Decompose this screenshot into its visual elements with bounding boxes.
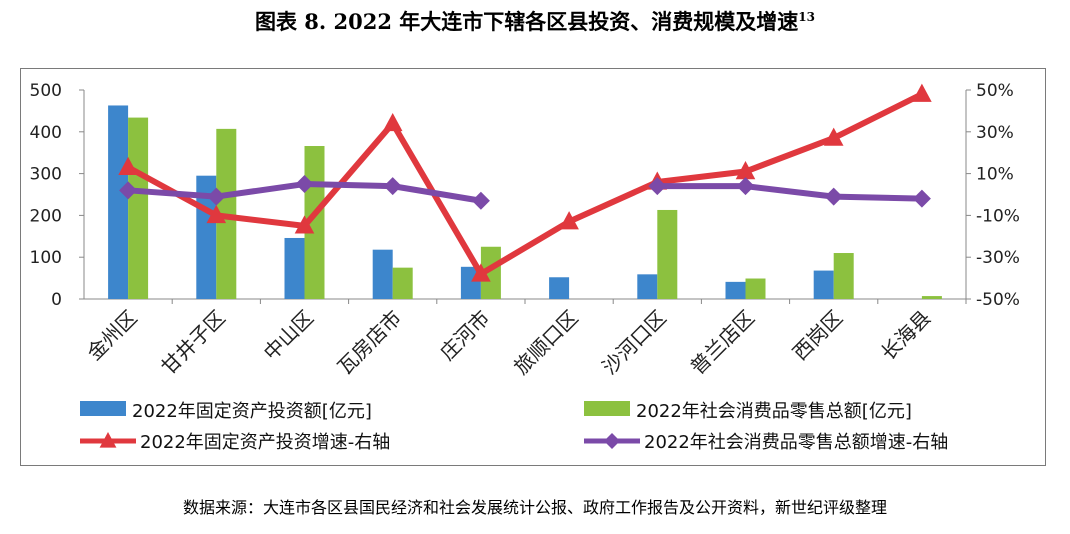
- right-tick-label: -30%: [976, 248, 1020, 268]
- bar: [372, 249, 393, 299]
- line-point: [824, 187, 843, 206]
- right-tick-label: -50%: [976, 290, 1020, 310]
- left-tick-label: 100: [30, 248, 62, 268]
- line-point: [735, 161, 756, 180]
- chart-title: 图表 8. 2022 年大连市下辖各区县投资、消费规模及增速13: [0, 6, 1070, 36]
- line-point: [736, 177, 755, 196]
- line-point: [119, 181, 138, 200]
- line-point: [823, 127, 844, 146]
- legend-swatch: [80, 401, 126, 416]
- left-tick-label: 0: [51, 290, 62, 310]
- series-line: [657, 183, 922, 202]
- chart-frame: [20, 68, 1046, 466]
- footnote-mark: 13: [798, 10, 815, 24]
- right-tick-label: -10%: [976, 206, 1020, 226]
- bar: [833, 253, 854, 299]
- bar: [921, 296, 942, 299]
- line-point: [99, 432, 117, 448]
- category-label: 沙河口区: [597, 306, 671, 380]
- legend-label: 2022年固定资产投资额[亿元]: [132, 401, 372, 422]
- right-tick-label: 10%: [976, 165, 1014, 185]
- left-tick-label: 300: [30, 165, 62, 185]
- line-point: [559, 211, 579, 230]
- category-label: 旅顺口区: [509, 306, 583, 380]
- bar: [657, 209, 678, 299]
- line-point: [207, 187, 226, 206]
- line-point: [382, 112, 403, 132]
- bar: [549, 277, 570, 299]
- line-point: [648, 177, 667, 196]
- right-tick-label: 50%: [976, 81, 1014, 101]
- line-point: [604, 433, 620, 449]
- right-tick-label: 30%: [976, 123, 1014, 143]
- series-line: [126, 91, 924, 277]
- line-point: [471, 263, 491, 282]
- legend-label: 2022年社会消费品零售总额增速-右轴: [644, 432, 948, 453]
- category-label: 庄河市: [435, 306, 494, 365]
- category-label: 瓦房店市: [333, 306, 407, 380]
- legend-label: 2022年社会消费品零售总额[亿元]: [636, 401, 912, 422]
- bar: [392, 267, 413, 299]
- category-label: 西岗区: [788, 306, 847, 365]
- category-label: 甘井子区: [156, 306, 230, 380]
- line-point: [912, 189, 931, 208]
- left-tick-label: 500: [30, 81, 62, 101]
- chart-title-text: 图表 8. 2022 年大连市下辖各区县投资、消费规模及增速: [254, 9, 799, 34]
- bar: [813, 270, 834, 299]
- line-point: [295, 175, 314, 194]
- category-label: 长海县: [876, 306, 935, 365]
- line-point: [471, 191, 490, 210]
- bar: [745, 278, 766, 299]
- line-point: [294, 215, 315, 234]
- bar: [637, 274, 658, 299]
- bar: [108, 105, 129, 299]
- category-label: 金州区: [82, 306, 141, 365]
- bar: [128, 117, 149, 299]
- legend-label: 2022年固定资产投资增速-右轴: [140, 432, 390, 453]
- line-point: [912, 83, 932, 102]
- left-tick-label: 200: [30, 206, 62, 226]
- category-label: 中山区: [259, 306, 318, 365]
- line-point: [383, 177, 402, 196]
- bar: [725, 281, 746, 299]
- legend-swatch: [584, 401, 630, 416]
- source-note: 数据来源：大连市各区县国民经济和社会发展统计公报、政府工作报告及公开资料，新世纪…: [182, 498, 887, 517]
- category-label: 普兰店区: [685, 306, 759, 380]
- bar: [284, 237, 305, 299]
- line-point: [118, 156, 138, 176]
- line-point: [206, 204, 227, 224]
- left-tick-label: 400: [30, 123, 62, 143]
- bar: [480, 246, 501, 299]
